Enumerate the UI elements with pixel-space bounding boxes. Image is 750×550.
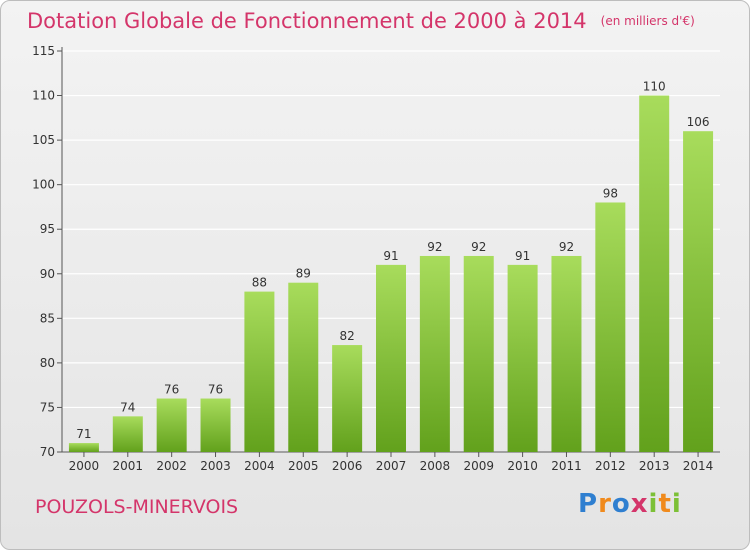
label-layer: 71 74 76 76 88 89 82 91 92 92 91 92 98 110 106 [76,80,709,442]
data-label-2014: 106 [687,115,710,129]
bar-2013 [639,95,670,453]
y-tick-label: 80 [40,356,55,370]
bar-2004 [244,291,275,452]
bar-layer [68,95,714,453]
x-tick-label-2008: 2008 [420,459,451,473]
x-tick-label-2013: 2013 [639,459,670,473]
data-label-2005: 89 [296,267,311,281]
x-tick-label-2003: 2003 [200,459,231,473]
bar-2010 [507,264,538,452]
data-label-2013: 110 [643,80,666,94]
x-tick-label-2005: 2005 [288,459,319,473]
data-label-2010: 91 [515,249,530,263]
axis-layer: 70 75 80 85 90 95 100 105 110 115 2000 2001 2002 2003… [32,44,720,473]
data-label-2008: 92 [427,240,442,254]
x-tick-label-2011: 2011 [551,459,582,473]
x-tick-label-2006: 2006 [332,459,363,473]
y-tick-label: 100 [32,178,55,192]
y-tick-label: 85 [40,311,55,325]
bar-2002 [156,398,187,452]
x-tick-label-2007: 2007 [376,459,407,473]
data-label-2012: 98 [603,186,618,200]
bar-2014 [683,131,714,452]
bar-2005 [288,282,319,452]
y-tick-label: 110 [32,89,55,103]
data-label-2004: 88 [252,276,267,290]
x-tick-label-2012: 2012 [595,459,626,473]
data-label-2007: 91 [383,249,398,263]
y-tick-label: 115 [32,44,55,58]
data-label-2000: 71 [76,427,91,441]
bar-2008 [419,255,450,452]
data-label-2006: 82 [339,329,354,343]
y-tick-label: 95 [40,222,55,236]
x-tick-label-2002: 2002 [156,459,187,473]
chart-title: Dotation Globale de Fonctionnement de 20… [27,9,695,33]
data-label-2009: 92 [471,240,486,254]
x-tick-label-2010: 2010 [507,459,538,473]
chart-title-text: Dotation Globale de Fonctionnement de 20… [27,9,587,33]
bar-2011 [551,255,582,452]
x-tick-label-2000: 2000 [69,459,100,473]
bar-2006 [332,345,363,452]
x-tick-label-2009: 2009 [463,459,494,473]
bar-2012 [595,202,626,452]
proxiti-logo: Proxiti [578,489,682,519]
bar-2007 [376,264,406,452]
bar-2009 [463,255,494,452]
y-tick-label: 70 [40,445,55,459]
city-name: POUZOLS-MINERVOIS [35,496,239,518]
y-tick-label: 105 [32,133,55,147]
x-tick-label-2014: 2014 [683,459,714,473]
bar-2001 [112,416,143,452]
data-label-2003: 76 [208,383,223,397]
x-tick-label-2004: 2004 [244,459,275,473]
data-label-2002: 76 [164,383,179,397]
bar-2000 [68,443,99,452]
data-label-2001: 74 [120,400,135,414]
data-label-2011: 92 [559,240,574,254]
y-tick-label: 90 [40,267,55,281]
chart-unit: (en milliers d'€) [600,14,695,28]
bar-2003 [200,398,231,452]
y-tick-label: 75 [40,400,55,414]
x-tick-label-2001: 2001 [113,459,144,473]
